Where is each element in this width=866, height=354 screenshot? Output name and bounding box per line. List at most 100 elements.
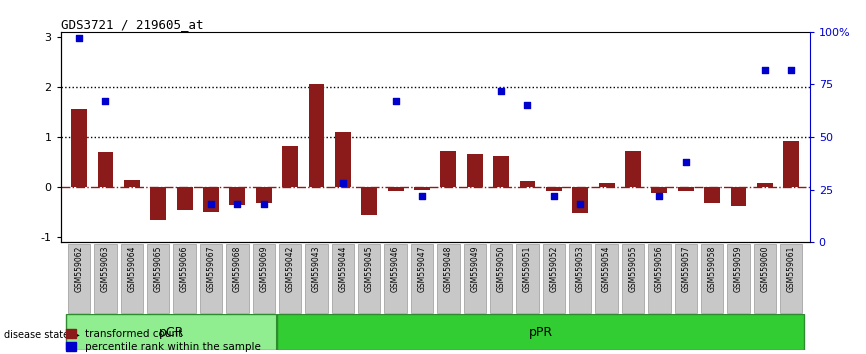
Text: GSM559066: GSM559066 [180, 246, 189, 292]
Point [758, 67, 772, 73]
Text: disease state ▶: disease state ▶ [4, 330, 80, 339]
FancyBboxPatch shape [200, 244, 223, 313]
Bar [625, 151, 641, 187]
FancyBboxPatch shape [569, 244, 591, 313]
Text: GSM559053: GSM559053 [576, 246, 585, 292]
FancyBboxPatch shape [543, 244, 565, 313]
FancyBboxPatch shape [780, 244, 803, 313]
FancyBboxPatch shape [66, 314, 277, 350]
Point [415, 193, 429, 199]
Text: GSM559042: GSM559042 [286, 246, 294, 292]
Text: GSM559051: GSM559051 [523, 246, 532, 292]
FancyBboxPatch shape [648, 244, 670, 313]
FancyBboxPatch shape [277, 314, 805, 350]
Text: GSM559044: GSM559044 [339, 246, 347, 292]
Point [785, 67, 798, 73]
Bar [467, 154, 482, 187]
Bar [414, 187, 430, 189]
Bar [598, 183, 615, 187]
Point [652, 193, 666, 199]
Point [547, 193, 561, 199]
Bar [784, 141, 799, 187]
FancyBboxPatch shape [410, 244, 433, 313]
Point [230, 201, 244, 207]
Text: GSM559054: GSM559054 [602, 246, 611, 292]
FancyBboxPatch shape [305, 244, 327, 313]
Text: GSM559043: GSM559043 [312, 246, 321, 292]
Point [204, 201, 218, 207]
Text: GSM559056: GSM559056 [655, 246, 664, 292]
FancyBboxPatch shape [727, 244, 750, 313]
Text: GSM559052: GSM559052 [549, 246, 559, 292]
Text: GSM559047: GSM559047 [417, 246, 426, 292]
FancyBboxPatch shape [120, 244, 143, 313]
Bar [388, 187, 404, 191]
FancyBboxPatch shape [68, 244, 90, 313]
Text: pCR: pCR [158, 326, 184, 339]
Text: GSM559049: GSM559049 [470, 246, 479, 292]
FancyBboxPatch shape [622, 244, 644, 313]
Point [494, 88, 508, 93]
Bar [572, 187, 588, 213]
FancyBboxPatch shape [675, 244, 697, 313]
Point [99, 98, 113, 104]
Text: GSM559060: GSM559060 [760, 246, 769, 292]
Text: GSM559064: GSM559064 [127, 246, 136, 292]
FancyBboxPatch shape [147, 244, 170, 313]
FancyBboxPatch shape [596, 244, 617, 313]
FancyBboxPatch shape [94, 244, 117, 313]
Text: GSM559055: GSM559055 [629, 246, 637, 292]
Text: GSM559067: GSM559067 [206, 246, 216, 292]
FancyBboxPatch shape [516, 244, 539, 313]
Point [520, 103, 534, 108]
Text: GSM559062: GSM559062 [74, 246, 84, 292]
FancyBboxPatch shape [279, 244, 301, 313]
FancyBboxPatch shape [173, 244, 196, 313]
Point [389, 98, 403, 104]
Bar [255, 187, 272, 203]
Text: GSM559059: GSM559059 [734, 246, 743, 292]
Text: GSM559061: GSM559061 [786, 246, 796, 292]
Bar [98, 152, 113, 187]
Bar [71, 109, 87, 187]
Text: GSM559068: GSM559068 [233, 246, 242, 292]
Bar [282, 146, 298, 187]
Text: GSM559057: GSM559057 [682, 246, 690, 292]
Bar [151, 187, 166, 219]
Text: GSM559063: GSM559063 [101, 246, 110, 292]
Point [72, 35, 86, 41]
Text: pPR: pPR [528, 326, 553, 339]
Bar [520, 181, 535, 187]
FancyBboxPatch shape [226, 244, 249, 313]
Bar [124, 179, 139, 187]
Bar [335, 132, 351, 187]
Text: GDS3721 / 219605_at: GDS3721 / 219605_at [61, 18, 204, 31]
Text: GSM559065: GSM559065 [153, 246, 163, 292]
Point [679, 159, 693, 165]
Bar [651, 187, 668, 193]
Text: GSM559050: GSM559050 [496, 246, 506, 292]
FancyBboxPatch shape [753, 244, 776, 313]
Text: GSM559045: GSM559045 [365, 246, 374, 292]
Point [257, 201, 271, 207]
Bar [308, 84, 325, 187]
FancyBboxPatch shape [332, 244, 354, 313]
Bar [546, 187, 562, 191]
Text: GSM559069: GSM559069 [259, 246, 268, 292]
Bar [757, 183, 772, 187]
Text: GSM559048: GSM559048 [444, 246, 453, 292]
Text: GSM559046: GSM559046 [391, 246, 400, 292]
Bar [203, 187, 219, 212]
FancyBboxPatch shape [490, 244, 513, 313]
Point [336, 181, 350, 186]
FancyBboxPatch shape [358, 244, 380, 313]
Point [573, 201, 587, 207]
Legend: transformed count, percentile rank within the sample: transformed count, percentile rank withi… [66, 329, 261, 352]
Bar [177, 187, 192, 210]
Bar [494, 156, 509, 187]
Bar [229, 187, 245, 205]
FancyBboxPatch shape [437, 244, 460, 313]
Bar [441, 151, 456, 187]
Bar [361, 187, 377, 215]
Text: GSM559058: GSM559058 [708, 246, 717, 292]
